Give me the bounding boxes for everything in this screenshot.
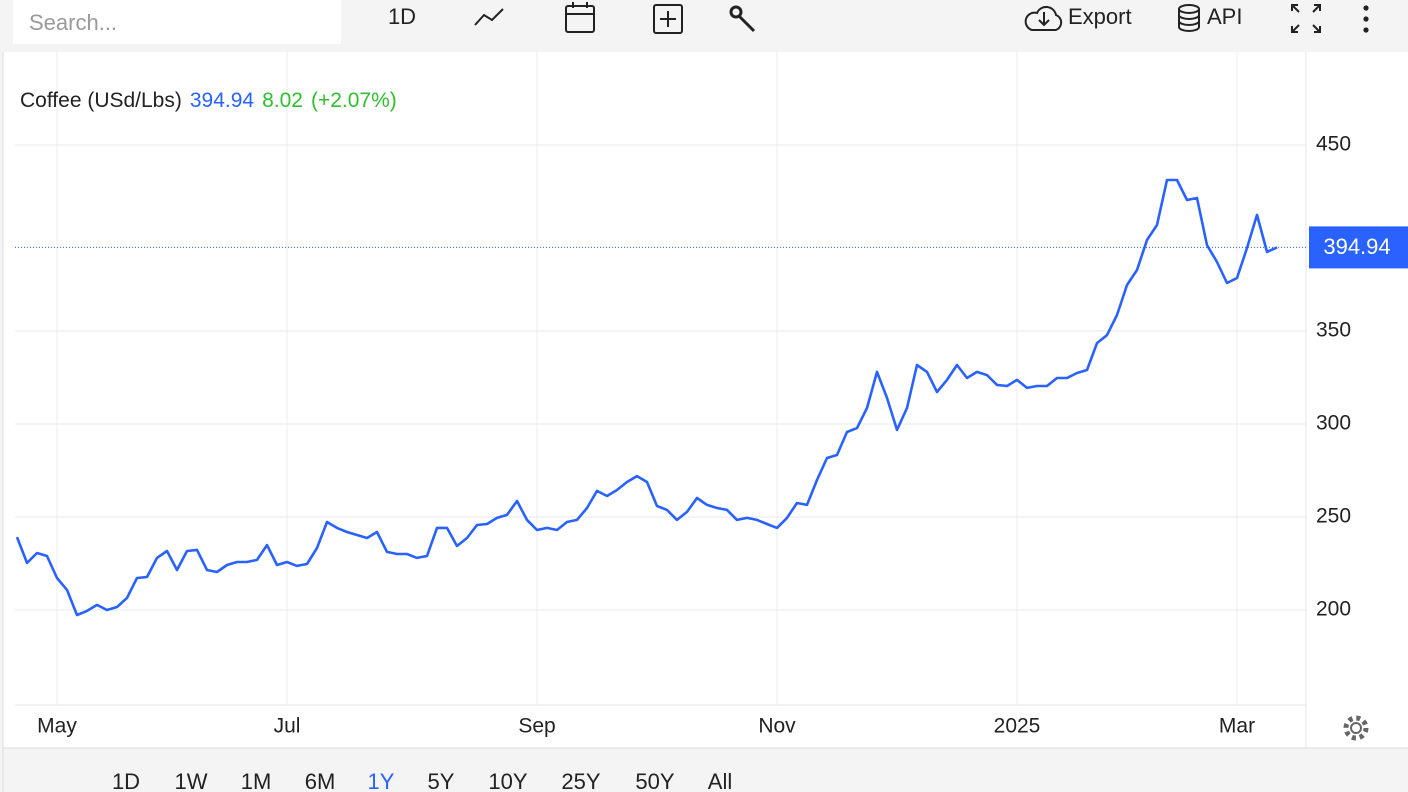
range-button[interactable]: 5Y [428, 769, 455, 792]
y-tick-label: 300 [1316, 412, 1351, 435]
y-tick-label: 200 [1316, 598, 1351, 621]
x-tick-label: Nov [758, 715, 796, 738]
export-icon[interactable] [1024, 5, 1063, 31]
fullscreen-icon[interactable] [1291, 4, 1321, 33]
last-price-label: 394.94 [1323, 234, 1390, 259]
range-button[interactable]: 1Y [368, 769, 395, 792]
api-button[interactable]: API [1207, 4, 1242, 29]
x-tick-label: Mar [1219, 715, 1255, 738]
y-tick-label: 350 [1316, 319, 1351, 342]
settings-wrench-icon[interactable] [729, 5, 756, 33]
price-change-percent: (+2.07%) [310, 89, 397, 112]
search-box[interactable]: Search... [13, 0, 341, 44]
api-icon[interactable] [1178, 4, 1200, 32]
menu-icon[interactable] [1363, 5, 1369, 33]
range-button[interactable]: 50Y [635, 769, 674, 792]
export-button[interactable]: Export [1068, 4, 1132, 29]
price-line [15, 178, 1278, 617]
y-tick-label: 450 [1316, 133, 1351, 156]
interval-button[interactable]: 1D [388, 4, 416, 29]
range-button[interactable]: 10Y [488, 769, 527, 792]
gear-icon[interactable] [1343, 715, 1369, 741]
x-tick-label: Jul [274, 715, 301, 738]
range-button[interactable]: All [708, 769, 732, 792]
range-button[interactable]: 6M [305, 769, 336, 792]
range-button[interactable]: 1M [241, 769, 272, 792]
x-tick-label: May [37, 715, 77, 738]
calendar-icon[interactable] [565, 2, 595, 33]
range-button[interactable]: 1D [112, 769, 140, 792]
x-tick-label: Sep [518, 715, 555, 738]
chart-area [3, 52, 1408, 748]
chart-legend: Coffee (USd/Lbs) 394.94 8.02 (+2.07%) [20, 89, 405, 113]
x-tick-label: 2025 [994, 715, 1041, 738]
price-change: 8.02 [262, 89, 303, 112]
range-button[interactable]: 1W [175, 769, 208, 792]
range-button[interactable]: 25Y [561, 769, 600, 792]
last-price: 394.94 [189, 89, 255, 112]
chart-type-icon[interactable] [474, 8, 504, 26]
last-price-box [1309, 226, 1408, 269]
compare-icon[interactable] [653, 4, 683, 34]
y-tick-label: 250 [1316, 505, 1351, 528]
instrument-title: Coffee (USd/Lbs) [20, 89, 182, 112]
